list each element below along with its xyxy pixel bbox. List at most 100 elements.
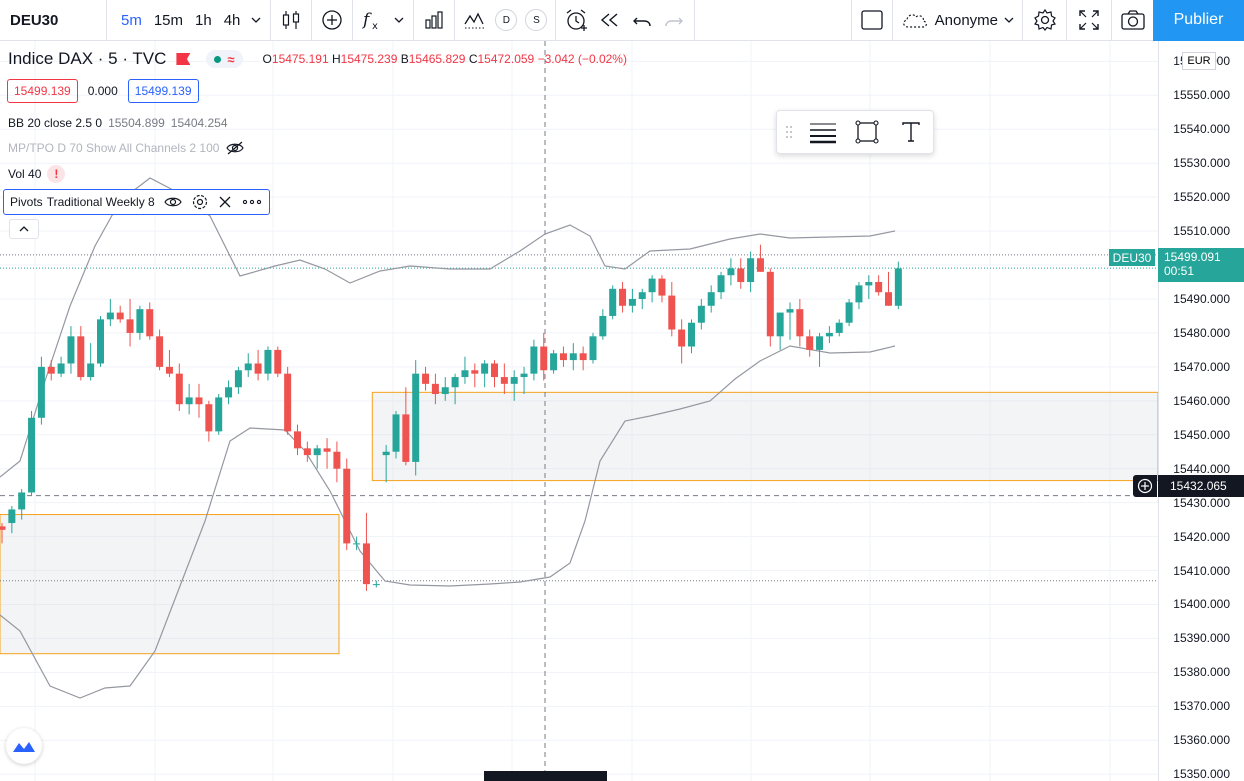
- candle-body: [776, 312, 784, 337]
- spread-value: 0.000: [87, 84, 118, 98]
- crosshair-add-button[interactable]: [1133, 475, 1157, 497]
- price-axis-label: 15430.000: [1173, 495, 1230, 510]
- svg-text:f: f: [361, 10, 372, 30]
- tradingview-logo-icon: [13, 742, 35, 752]
- candle-body: [441, 387, 449, 395]
- symbol-search-button[interactable]: DEU30: [0, 0, 107, 41]
- templates-button[interactable]: [459, 0, 491, 41]
- bb-lower-value: 15404.254: [170, 116, 228, 130]
- price-axis-label: 15380.000: [1173, 665, 1230, 680]
- text-tool-button[interactable]: [889, 110, 933, 154]
- redo-button[interactable]: [658, 0, 690, 41]
- price-chart[interactable]: [0, 41, 1158, 781]
- candle-body: [717, 275, 725, 293]
- compare-button[interactable]: [316, 0, 348, 41]
- indicators-group: f x: [353, 0, 415, 41]
- low-label: B: [400, 52, 409, 66]
- compare-s-button[interactable]: S: [525, 9, 548, 31]
- bb-name: BB 20 close 2.5 0: [8, 116, 103, 130]
- sell-price-button[interactable]: 15499.139: [7, 79, 78, 103]
- pivots-legend[interactable]: Pivots Traditional Weekly 8: [3, 189, 270, 215]
- interval-label: 1h: [195, 11, 212, 29]
- price-axis-label: 15460.000: [1173, 393, 1230, 408]
- flag-icon[interactable]: [176, 53, 191, 65]
- series-title[interactable]: Indice DAX · 5 · TVC: [8, 49, 167, 68]
- bb-legend[interactable]: BB 20 close 2.5 0 15504.899 15404.254: [8, 116, 228, 130]
- chevron-up-icon: [19, 226, 29, 232]
- candle-body: [727, 268, 735, 276]
- candle-body: [540, 346, 548, 371]
- high-value: 15475.239: [340, 52, 398, 66]
- candle-body: [569, 353, 577, 361]
- close-value: 15472.059: [477, 52, 535, 66]
- rectangle-tool-button[interactable]: [845, 110, 889, 154]
- chart-pane[interactable]: [0, 41, 1244, 781]
- candle-body: [875, 282, 883, 293]
- snapshot-button[interactable]: [1111, 0, 1153, 41]
- vol-legend[interactable]: Vol 40 !: [8, 165, 66, 183]
- candle-body: [609, 288, 617, 316]
- candle-body: [431, 383, 439, 395]
- indicators-button[interactable]: f x: [357, 0, 389, 41]
- high-label: H: [331, 52, 341, 66]
- drawing-float-toolbar: [776, 110, 934, 154]
- price-axis-label: 15540.000: [1173, 122, 1230, 137]
- pivots-legend-box[interactable]: Pivots Traditional Weekly 8: [3, 189, 270, 215]
- candle-body: [303, 448, 311, 456]
- layout-button[interactable]: [850, 0, 893, 41]
- candle-body: [353, 543, 361, 545]
- line-style-button[interactable]: [801, 110, 845, 154]
- interval-1h[interactable]: 1h: [189, 0, 218, 41]
- settings-button[interactable]: [1023, 0, 1067, 41]
- replay-button[interactable]: [594, 0, 626, 41]
- tpo-legend[interactable]: MP/TPO D 70 Show All Channels 2 100: [8, 140, 245, 156]
- last-symbol-label: DEU30: [1112, 250, 1152, 265]
- buy-price-button[interactable]: 15499.139: [127, 79, 199, 103]
- fullscreen-button[interactable]: [1067, 0, 1111, 41]
- price-axis[interactable]: 15560.00015550.00015540.00015530.0001552…: [1158, 41, 1244, 781]
- currency-badge[interactable]: EUR: [1182, 52, 1216, 70]
- financials-button[interactable]: [418, 0, 450, 41]
- eye-icon[interactable]: [163, 194, 183, 210]
- tradingview-logo[interactable]: [6, 728, 42, 764]
- indicators-dropdown-button[interactable]: [389, 0, 409, 41]
- symbol-label: DEU30: [10, 11, 59, 29]
- candle-body: [885, 292, 892, 306]
- interval-dropdown-button[interactable]: [246, 0, 266, 41]
- candle-body: [520, 373, 528, 378]
- crosshair-time-tag: [484, 771, 607, 781]
- drag-handle-icon[interactable]: [777, 110, 801, 154]
- market-status-badge[interactable]: ≈: [206, 50, 243, 68]
- bid-ask-row: 15499.139 0.000 15499.139: [7, 79, 199, 103]
- candle-body: [619, 288, 627, 306]
- compare-d-button[interactable]: D: [495, 9, 518, 31]
- candle-body: [737, 268, 745, 283]
- warning-icon[interactable]: !: [47, 165, 66, 183]
- legend-collapse-button[interactable]: [9, 219, 39, 239]
- eye-off-icon[interactable]: [225, 140, 245, 156]
- candle-body: [67, 336, 75, 364]
- interval-4h[interactable]: 4h: [218, 0, 247, 41]
- interval-5m[interactable]: 5m: [115, 0, 148, 41]
- alert-button[interactable]: [560, 0, 594, 41]
- templates-icon: [464, 12, 486, 29]
- publish-button[interactable]: Publier: [1153, 0, 1244, 41]
- candle-body: [175, 373, 183, 405]
- more-icon[interactable]: [241, 194, 263, 210]
- close-icon[interactable]: [217, 194, 233, 210]
- gear-icon[interactable]: [191, 193, 209, 211]
- line-style-icon: [810, 123, 836, 144]
- chevron-down-icon: [251, 17, 261, 23]
- undo-button[interactable]: [626, 0, 658, 41]
- candle-body: [422, 373, 430, 384]
- candle-body: [510, 377, 518, 384]
- user-menu-button[interactable]: Anonyme: [893, 0, 1023, 41]
- interval-15m[interactable]: 15m: [148, 0, 189, 41]
- bb-upper-value: 15504.899: [108, 116, 165, 130]
- chart-type-group: [271, 0, 313, 41]
- candle-body: [195, 397, 203, 405]
- chart-type-button[interactable]: [275, 0, 307, 41]
- candle-body: [668, 295, 676, 330]
- candle-body: [766, 271, 774, 337]
- bar-countdown: 00:51: [1164, 264, 1195, 278]
